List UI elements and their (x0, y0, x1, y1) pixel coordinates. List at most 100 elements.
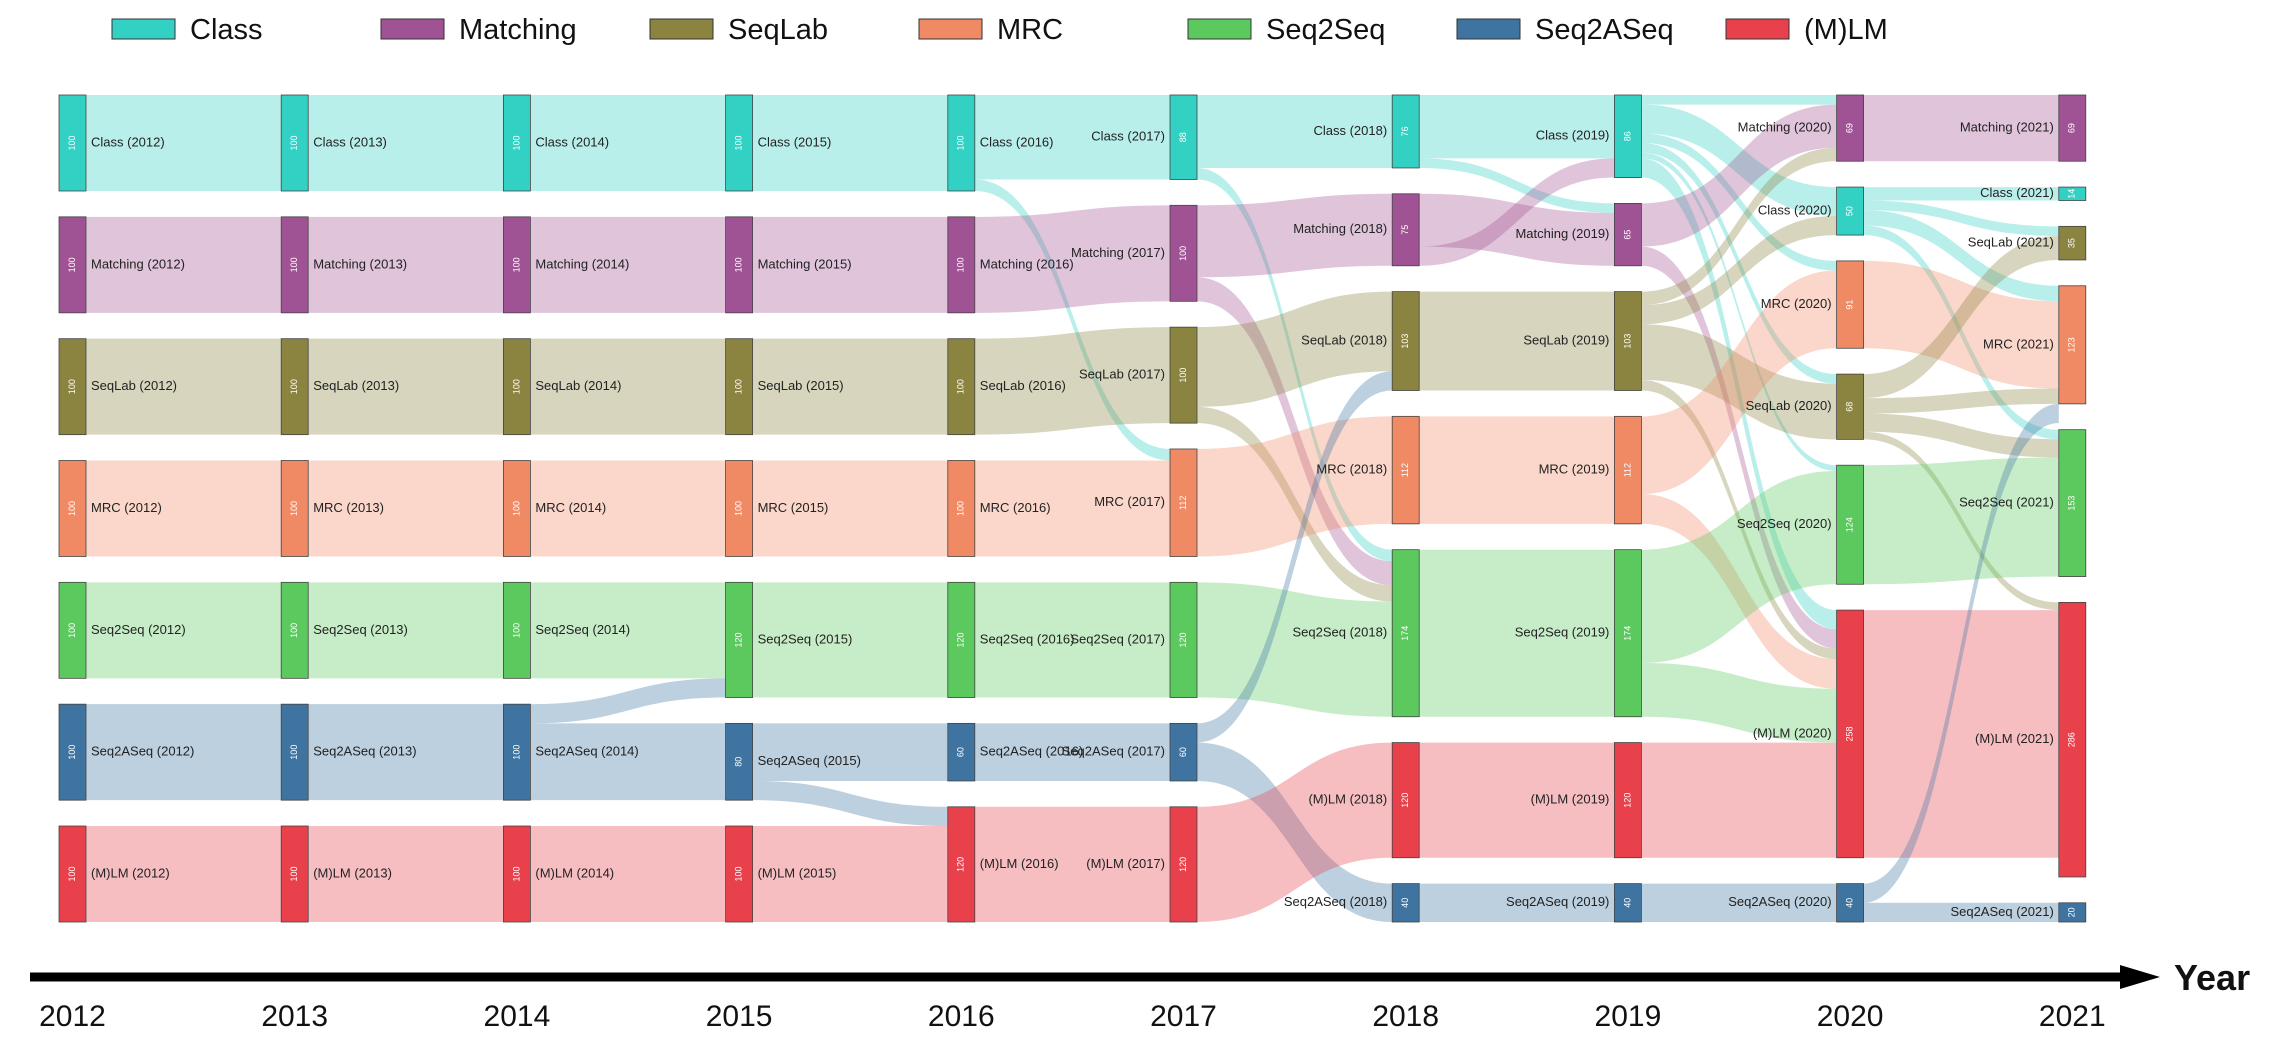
link-matching-2019-to-matching-2020 (1641, 104, 1837, 247)
node-seq2aseq-2017 (1169, 722, 1198, 782)
link-class-2017-to-seq2seq-2018 (1197, 167, 1393, 562)
node-class-2019-value: 86 (1622, 131, 1632, 141)
node-mrc-2016-label: MRC (2016) (980, 500, 1051, 515)
legend: Class Matching SeqLab MRC Seq2Seq Seq2ASeq (M)… (111, 14, 1888, 46)
link-seq2seq-2020-to-seq2seq-2021 (1863, 457, 2059, 585)
legend-swatch-class (111, 18, 176, 40)
node-matching-2021 (2058, 94, 2087, 162)
node-seq2aseq-2012 (58, 703, 87, 801)
node-seq2aseq-2012-label: Seq2ASeq (2012) (91, 744, 194, 759)
legend-swatch-mrc (918, 18, 983, 40)
link-seq2aseq-2015-to-mlm-2016 (752, 780, 948, 826)
link-class-2020-to-class-2021 (1863, 187, 2059, 201)
link-seq2aseq-2013-to-seq2aseq-2014 (308, 704, 504, 801)
year-axis: Year (30, 957, 2250, 998)
node-seq2seq-2015-label: Seq2Seq (2015) (758, 631, 853, 646)
node-seq2seq-2012-label: Seq2Seq (2012) (91, 622, 186, 637)
node-seq2aseq-2020 (1836, 883, 1864, 923)
link-matching-2019-to-mlm-2020 (1641, 246, 1837, 649)
node-class-2018-value: 76 (1400, 126, 1410, 136)
link-matching-2014-to-matching-2015 (530, 216, 726, 313)
node-class-2014 (502, 94, 531, 192)
link-class-2018-to-matching-2019 (1419, 158, 1615, 213)
node-class-2018 (1391, 94, 1420, 169)
node-class-2016-value: 100 (956, 135, 966, 150)
node-seq2seq-2020 (1836, 464, 1864, 585)
link-mrc-2012-to-mrc-2013 (86, 460, 282, 557)
node-seq2seq-2015 (725, 581, 753, 698)
node-seq2aseq-2012-value: 100 (67, 745, 77, 760)
legend-label-seq2seq: Seq2Seq (1266, 14, 1385, 46)
node-mlm-2017 (1169, 806, 1198, 923)
node-mrc-2019 (1614, 415, 1642, 525)
link-seq2aseq-2018-to-seq2aseq-2019 (1419, 883, 1615, 922)
link-mlm-2017-to-mlm-2018 (1197, 742, 1393, 922)
node-class-2012-value: 100 (67, 135, 77, 150)
link-seq2seq-2015-to-seq2seq-2016 (752, 582, 948, 698)
node-seqlab-2015-value: 100 (733, 379, 743, 394)
link-mrc-2017-to-mrc-2018 (1197, 416, 1393, 557)
node-matching-2015-value: 100 (733, 257, 743, 272)
node-class-2016 (947, 94, 976, 192)
link-mlm-2012-to-mlm-2013 (86, 826, 282, 922)
node-matching-2012 (58, 216, 87, 314)
node-seqlab-2020 (1836, 373, 1864, 440)
node-seq2seq-2017-label: Seq2Seq (2017) (1070, 631, 1165, 646)
node-seq2seq-2020-value: 124 (1844, 517, 1854, 532)
link-matching-2012-to-matching-2013 (86, 216, 282, 313)
node-mlm-2016-value: 120 (956, 857, 966, 872)
node-seq2seq-2012-value: 100 (67, 623, 77, 638)
link-class-2019-to-mlm-2020 (1641, 158, 1837, 630)
node-mlm-2013-value: 100 (289, 866, 299, 881)
node-matching-2020 (1836, 94, 1864, 162)
node-seqlab-2016 (947, 338, 976, 436)
link-seqlab-2020-to-seqlab-2021 (1863, 235, 2059, 399)
node-seq2aseq-2013-label: Seq2ASeq (2013) (313, 744, 416, 759)
node-seq2aseq-2019-label: Seq2ASeq (2019) (1506, 894, 1609, 909)
node-seq2seq-2016-label: Seq2Seq (2016) (980, 631, 1075, 646)
node-seq2seq-2019-value: 174 (1622, 626, 1632, 641)
link-class-2017-to-class-2018 (1197, 95, 1393, 168)
legend-label-seqlab: SeqLab (728, 14, 828, 46)
link-seq2seq-2019-to-seq2seq-2020 (1641, 470, 1837, 663)
legend-label-mrc: MRC (997, 14, 1063, 46)
node-seqlab-2015-label: SeqLab (2015) (758, 378, 844, 393)
node-seq2seq-2013 (280, 581, 309, 679)
node-class-2015 (725, 94, 753, 192)
node-mrc-2014 (502, 460, 531, 557)
node-mlm-2021-label: (M)LM (2021) (1975, 731, 2054, 746)
node-matching-2017 (1169, 204, 1198, 302)
link-seq2aseq-2020-to-mrc-2021 (1863, 403, 2059, 903)
node-class-2020 (1836, 186, 1864, 236)
link-matching-2013-to-matching-2014 (308, 216, 504, 313)
link-mrc-2019-to-mrc-2020 (1641, 270, 1837, 495)
node-seq2seq-2021 (2058, 429, 2087, 577)
node-seq2aseq-2014 (502, 703, 531, 801)
link-seq2seq-2019-to-mlm-2020 (1641, 662, 1837, 743)
node-seq2seq-2018 (1391, 549, 1420, 718)
node-mrc-2014-value: 100 (511, 501, 521, 516)
node-seqlab-2018-label: SeqLab (2018) (1301, 333, 1387, 348)
node-seqlab-2019 (1614, 291, 1642, 391)
node-mrc-2021-value: 123 (2067, 337, 2077, 352)
link-matching-2017-to-seq2seq-2018 (1197, 277, 1393, 586)
node-mrc-2020-label: MRC (2020) (1761, 296, 1832, 311)
node-seqlab-2014-label: SeqLab (2014) (535, 378, 621, 393)
node-seq2seq-2013-label: Seq2Seq (2013) (313, 622, 408, 637)
year-label-2014: 2014 (484, 1000, 551, 1033)
legend-swatch-seqlab (649, 18, 714, 40)
node-class-2020-label: Class (2020) (1758, 203, 1832, 218)
node-seq2aseq-2016-value: 60 (956, 747, 966, 757)
axis-title: Year (2174, 957, 2250, 998)
node-class-2021-value: 14 (2067, 189, 2077, 199)
node-class-2015-label: Class (2015) (758, 134, 832, 149)
link-mlm-2013-to-mlm-2014 (308, 826, 504, 922)
node-class-2021 (2058, 186, 2087, 201)
node-mlm-2016-label: (M)LM (2016) (980, 856, 1059, 871)
node-mlm-2017-label: (M)LM (2017) (1086, 856, 1165, 871)
node-seqlab-2021 (2058, 225, 2087, 261)
node-seqlab-2017-value: 100 (1178, 368, 1188, 383)
link-mlm-2015-to-mlm-2016 (752, 826, 948, 922)
node-seq2seq-2016-value: 120 (956, 632, 966, 647)
node-seqlab-2019-value: 103 (1622, 334, 1632, 349)
